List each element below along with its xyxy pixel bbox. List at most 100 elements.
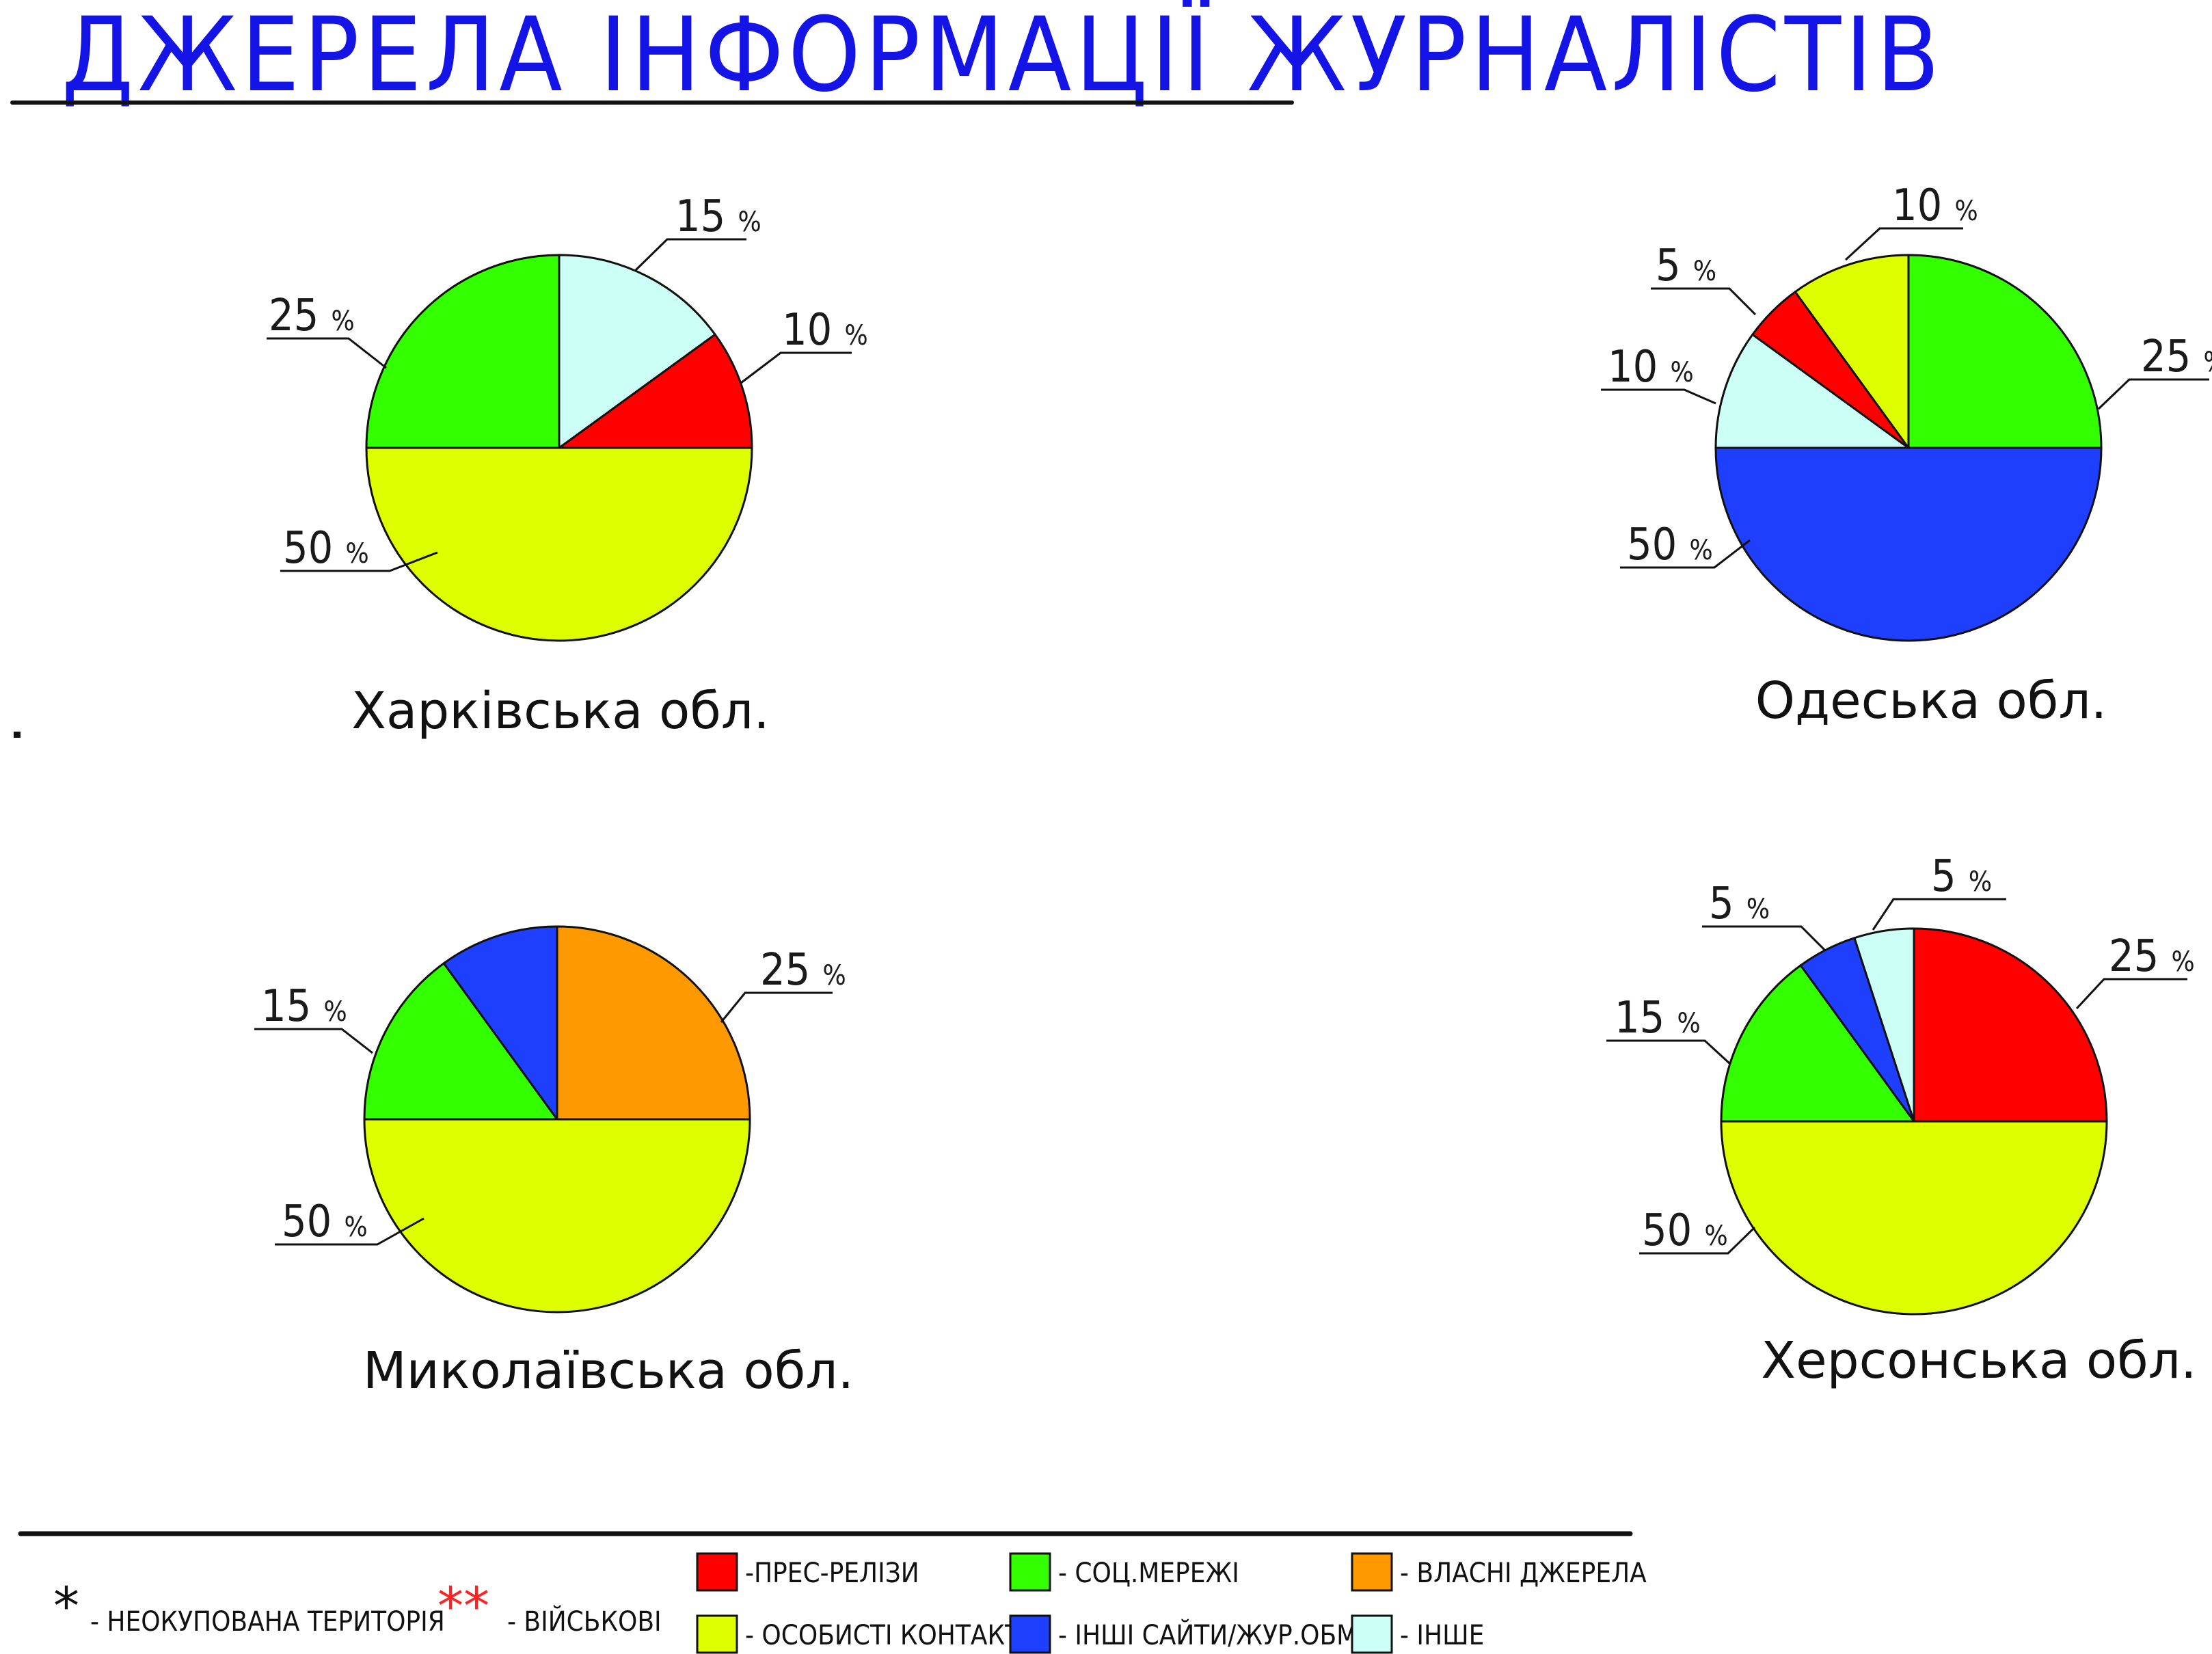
percent-sign: % bbox=[332, 306, 355, 337]
leader-line bbox=[1702, 925, 1826, 952]
leader-line bbox=[254, 1028, 373, 1054]
page-title: ДЖЕРЕЛА ІНФОРМАЦІЇ ЖУРНАЛІСТІВ bbox=[62, 0, 1943, 115]
pie-slice bbox=[1720, 964, 1915, 1123]
percent-sign: % bbox=[1671, 357, 1694, 388]
leader-line bbox=[634, 238, 746, 271]
legend: * - НЕОКУПОВАНА ТЕРИТОРІЯ** - ВІЙСЬКОВІ -ПР… bbox=[53, 1552, 1647, 1654]
pie-slice bbox=[1853, 927, 1915, 1123]
data-label: 25 % bbox=[760, 945, 846, 996]
leader-line bbox=[2097, 378, 2209, 410]
pie-slice bbox=[363, 1118, 751, 1313]
data-label: 25 % bbox=[2141, 332, 2212, 382]
legend-label: -ПРЕС-РЕЛІЗИ bbox=[745, 1558, 919, 1589]
data-label: 50 % bbox=[1627, 520, 1713, 570]
data-label: 10 % bbox=[782, 305, 868, 356]
leader-line bbox=[720, 991, 833, 1023]
pie-chart-2: 25 % 50 % 10 % 5 % 10 % Одеська обл. bbox=[1601, 181, 2212, 730]
data-label: 50 % bbox=[1642, 1205, 1728, 1256]
pie-slice bbox=[1913, 927, 2108, 1123]
pie-chart-4: 25 % 50 % 15 % 5 % 5 % Херсонська обл. bbox=[1606, 851, 2197, 1390]
chart-title: Херсонська обл. bbox=[1761, 1331, 2196, 1390]
chart-title: Миколаївська обл. bbox=[363, 1342, 854, 1400]
pie-slice bbox=[442, 925, 558, 1121]
leader-line bbox=[1651, 287, 1757, 316]
pie-chart-3: 25 % 50 % 15 % Миколаївська обл. bbox=[254, 925, 854, 1400]
legend-swatch bbox=[1009, 1614, 1051, 1654]
legend-item: - ОСОБИСТІ КОНТАКТИ bbox=[696, 1614, 1038, 1654]
data-label: 50 % bbox=[282, 1197, 368, 1247]
legend-label: - СОЦ.МЕРЕЖІ bbox=[1058, 1558, 1239, 1589]
pie-slice bbox=[1714, 446, 2103, 642]
data-label: 10 % bbox=[1608, 342, 1694, 392]
pie-chart-1: 15 % 10 % 50 % 25 % Харківська обл. bbox=[267, 191, 868, 741]
data-label: 25 % bbox=[2109, 931, 2195, 982]
leader-line bbox=[275, 1217, 424, 1246]
legend-item: - СОЦ.МЕРЕЖІ bbox=[1009, 1552, 1239, 1592]
data-label: 15 % bbox=[675, 191, 761, 242]
leader-line bbox=[1844, 227, 1963, 261]
legend-swatch bbox=[1009, 1552, 1051, 1592]
leader-line bbox=[267, 337, 387, 369]
legend-label: - ВЛАСНІ ДЖЕРЕЛА bbox=[1400, 1558, 1647, 1589]
stray-mark bbox=[14, 732, 21, 738]
percent-sign: % bbox=[1677, 1008, 1701, 1039]
leader-line bbox=[1620, 539, 1751, 569]
pie-slice bbox=[1720, 1120, 2108, 1316]
pie-slice bbox=[1794, 254, 1910, 449]
legend-item: - ІНШІ САЙТИ/ЖУР.ОБМІН bbox=[1009, 1614, 1384, 1654]
data-label: 50 % bbox=[283, 523, 369, 574]
percent-sign: % bbox=[1705, 1221, 1728, 1252]
pie-slice bbox=[558, 254, 716, 449]
chart-title: Харківська обл. bbox=[351, 682, 769, 741]
data-label: 5 % bbox=[1709, 879, 1770, 929]
percent-sign: % bbox=[345, 1212, 368, 1243]
marker-text: - ВІЙСЬКОВІ bbox=[507, 1605, 662, 1638]
legend-swatch bbox=[1351, 1614, 1393, 1654]
legend-item: -ПРЕС-РЕЛІЗИ bbox=[696, 1552, 919, 1592]
leader-line bbox=[1872, 898, 2006, 931]
data-label: 5 % bbox=[1656, 241, 1716, 291]
marker-text: - НЕОКУПОВАНА ТЕРИТОРІЯ bbox=[90, 1606, 445, 1638]
legend-label: - ОСОБИСТІ КОНТАКТИ bbox=[745, 1620, 1038, 1651]
leader-line bbox=[1606, 1039, 1731, 1065]
pie-slice bbox=[556, 925, 751, 1121]
legend-swatch bbox=[696, 1614, 738, 1654]
pie-slice bbox=[1907, 254, 2103, 449]
legend-swatch bbox=[696, 1552, 738, 1592]
pie-charts: 15 %10 %50 %25 %Харківська обл.25 %50 %1… bbox=[254, 181, 2212, 1400]
pie-slice bbox=[365, 254, 561, 449]
percent-sign: % bbox=[823, 960, 846, 991]
percent-sign: % bbox=[845, 320, 868, 351]
percent-sign: % bbox=[1693, 256, 1716, 287]
leader-line bbox=[280, 551, 438, 572]
percent-sign: % bbox=[1969, 866, 1992, 898]
percent-sign: % bbox=[346, 538, 369, 570]
percent-sign: % bbox=[2204, 347, 2212, 378]
leader-line bbox=[1601, 388, 1716, 405]
legend-item: - ІНШЕ bbox=[1351, 1614, 1484, 1654]
marker-symbol: ** bbox=[437, 1575, 489, 1636]
percent-sign: % bbox=[1690, 535, 1713, 566]
percent-sign: % bbox=[2172, 946, 2195, 978]
legend-label: - ІНШІ САЙТИ/ЖУР.ОБМІН bbox=[1058, 1618, 1384, 1651]
pie-slice bbox=[363, 962, 558, 1121]
percent-sign: % bbox=[324, 996, 347, 1028]
legend-item: - ВЛАСНІ ДЖЕРЕЛА bbox=[1351, 1552, 1647, 1592]
marker-symbol: * bbox=[53, 1575, 79, 1636]
data-label: 25 % bbox=[269, 291, 355, 341]
legend-swatch bbox=[1351, 1552, 1393, 1592]
percent-sign: % bbox=[738, 206, 761, 238]
pie-slice bbox=[1714, 333, 1910, 449]
data-label: 15 % bbox=[1615, 993, 1701, 1043]
leader-line bbox=[740, 351, 852, 384]
data-label: 15 % bbox=[261, 981, 347, 1032]
data-label: 10 % bbox=[1892, 181, 1978, 231]
pie-slice bbox=[558, 333, 753, 449]
percent-sign: % bbox=[1955, 196, 1978, 227]
percent-sign: % bbox=[1746, 894, 1770, 925]
chart-title: Одеська обл. bbox=[1755, 671, 2107, 730]
data-label: 5 % bbox=[1931, 851, 1992, 902]
leader-line bbox=[2075, 978, 2187, 1010]
leader-line bbox=[1639, 1226, 1756, 1255]
